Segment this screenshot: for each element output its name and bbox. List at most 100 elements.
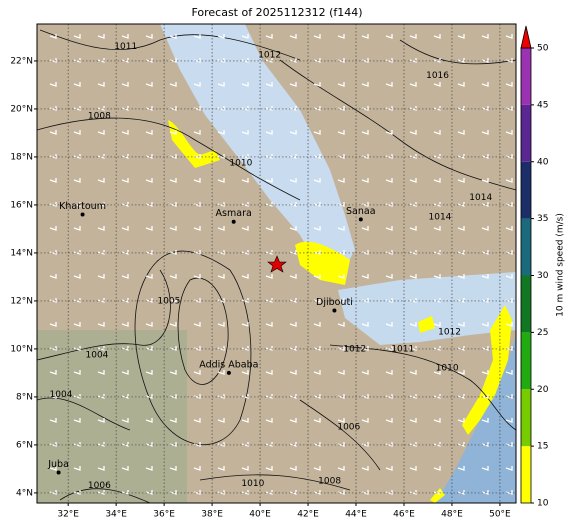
wind-barb (361, 370, 369, 375)
city-label: Juba (47, 459, 69, 470)
wind-barb (193, 322, 201, 327)
wind-barb (481, 106, 489, 111)
isobar-label: 1012 (258, 50, 281, 60)
wind-barb (385, 82, 393, 87)
wind-barb (313, 442, 321, 447)
wind-barb (49, 82, 57, 87)
wind-barb (337, 58, 345, 63)
y-tick-label: 18°N (10, 152, 33, 162)
wind-barb (289, 298, 297, 303)
wind-barb (289, 178, 297, 183)
wind-barb (121, 370, 129, 375)
isobar-label: 1006 (337, 422, 360, 432)
wind-barb (337, 226, 345, 231)
wind-barb (313, 82, 321, 87)
wind-barb (361, 418, 369, 423)
wind-barb (49, 226, 57, 231)
wind-barb (505, 322, 513, 327)
x-tick-label: 44°E (345, 510, 367, 520)
wind-barb (481, 34, 489, 39)
x-tick-label: 40°E (249, 510, 271, 520)
wind-barb (313, 250, 321, 255)
wind-barb (457, 58, 465, 63)
isobar-label: 1011 (391, 344, 414, 354)
wind-barb (505, 274, 513, 279)
wind-barb (457, 154, 465, 159)
isobar-label: 1010 (229, 158, 252, 168)
wind-barb (457, 322, 465, 327)
wind-barb (505, 442, 513, 447)
wind-barb (145, 202, 153, 207)
wind-barb (193, 178, 201, 183)
wind-barb (145, 418, 153, 423)
wind-barb (337, 130, 345, 135)
wind-barb (481, 490, 489, 495)
wind-barb (505, 178, 513, 183)
wind-barb (217, 226, 225, 231)
wind-barb (505, 226, 513, 231)
wind-barb (481, 130, 489, 135)
wind-barb (121, 178, 129, 183)
wind-barb (265, 370, 273, 375)
wind-barb (409, 274, 417, 279)
wind-barb (481, 250, 489, 255)
wind-barb (121, 130, 129, 135)
wind-barb (217, 34, 225, 39)
x-tick-label: 50°E (489, 510, 511, 520)
wind-barb (73, 82, 81, 87)
wind-barb (121, 82, 129, 87)
wind-barb (337, 82, 345, 87)
wind-barb (481, 202, 489, 207)
wind-barb (145, 154, 153, 159)
wind-barb (289, 394, 297, 399)
wind-barb (337, 34, 345, 39)
wind-barb (241, 178, 249, 183)
wind-barb (457, 250, 465, 255)
wind-barb (481, 154, 489, 159)
wind-barb (337, 298, 345, 303)
wind-barb (49, 370, 57, 375)
wind-barb (145, 58, 153, 63)
wind-barb (505, 154, 513, 159)
isobar-label: 1008 (318, 476, 341, 486)
wind-patch (295, 241, 350, 285)
wind-barb (97, 130, 105, 135)
isobar-label: 1004 (86, 350, 109, 360)
wind-barb (145, 82, 153, 87)
wind-barb (169, 394, 177, 399)
wind-barb (481, 322, 489, 327)
wind-barb (145, 34, 153, 39)
wind-barb (481, 274, 489, 279)
wind-barb (121, 418, 129, 423)
wind-barb (217, 322, 225, 327)
colorbar-extend (520, 25, 532, 49)
wind-patch (418, 316, 435, 333)
wind-barb (145, 370, 153, 375)
wind-barb (145, 250, 153, 255)
wind-barb (457, 178, 465, 183)
wind-barb (121, 106, 129, 111)
isobar-label: 1012 (438, 328, 461, 338)
wind-barb (193, 82, 201, 87)
wind-barb (73, 178, 81, 183)
wind-barb (337, 202, 345, 207)
wind-barb (73, 322, 81, 327)
wind-barb (289, 274, 297, 279)
wind-barb (73, 34, 81, 39)
city-label: Khartoum (59, 201, 106, 212)
isobar (134, 250, 252, 445)
wind-barb (313, 106, 321, 111)
isobar-label: 1016 (426, 71, 449, 81)
colorbar-segment (521, 275, 531, 333)
wind-barb (409, 82, 417, 87)
wind-barb (337, 250, 345, 255)
wind-barb (121, 58, 129, 63)
wind-barb (49, 130, 57, 135)
wind-barb (481, 226, 489, 231)
map-area: 1012 1016 1011 1008 1010 1014 1014 1005 1004 1004… (37, 24, 516, 503)
wind-barb (313, 34, 321, 39)
colorbar-segment (521, 104, 531, 162)
wind-barb (193, 226, 201, 231)
y-tick-label: 4°N (16, 488, 33, 498)
